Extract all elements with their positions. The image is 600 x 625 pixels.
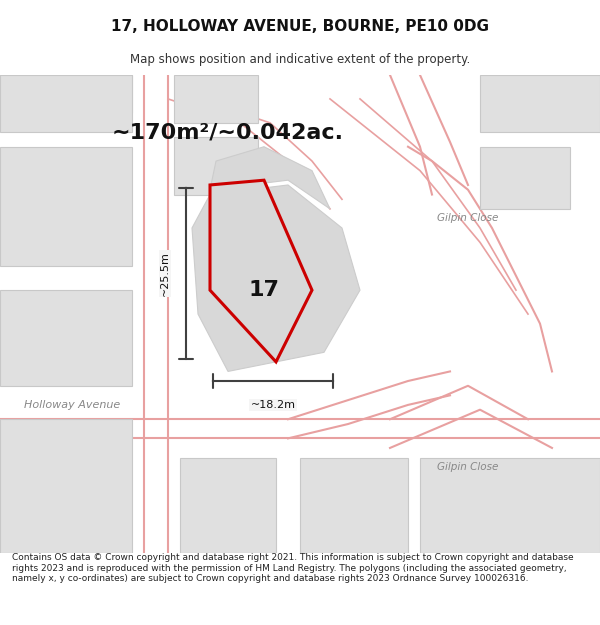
Bar <box>174 75 258 122</box>
Polygon shape <box>210 147 330 209</box>
Text: ~170m²/~0.042ac.: ~170m²/~0.042ac. <box>112 122 344 142</box>
Text: Gilpin Close: Gilpin Close <box>437 462 499 472</box>
Text: Map shows position and indicative extent of the property.: Map shows position and indicative extent… <box>130 52 470 66</box>
Text: ~18.2m: ~18.2m <box>251 400 296 410</box>
Bar <box>0 75 132 132</box>
Bar <box>180 458 276 553</box>
Bar <box>480 147 570 209</box>
Bar <box>0 290 132 386</box>
Bar <box>174 137 258 194</box>
Bar <box>480 75 600 132</box>
Polygon shape <box>210 180 312 362</box>
Text: Gilpin Close: Gilpin Close <box>437 213 499 223</box>
Text: Contains OS data © Crown copyright and database right 2021. This information is : Contains OS data © Crown copyright and d… <box>12 553 574 583</box>
Polygon shape <box>192 185 360 371</box>
Bar <box>420 458 600 553</box>
Bar <box>0 419 132 553</box>
Bar <box>0 75 132 113</box>
Text: 17, HOLLOWAY AVENUE, BOURNE, PE10 0DG: 17, HOLLOWAY AVENUE, BOURNE, PE10 0DG <box>111 19 489 34</box>
Text: Holloway Avenue: Holloway Avenue <box>24 400 120 410</box>
Bar <box>300 458 408 553</box>
Text: 17: 17 <box>248 280 280 300</box>
Bar <box>0 147 132 266</box>
Text: ~25.5m: ~25.5m <box>160 251 170 296</box>
